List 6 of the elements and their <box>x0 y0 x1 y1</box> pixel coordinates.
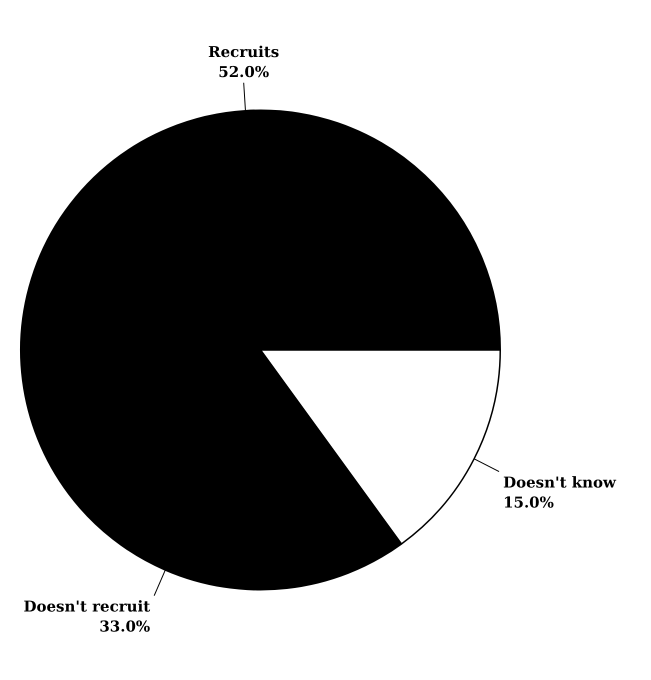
slice-label: Recruits <box>208 42 280 61</box>
data-label: 15.0% <box>503 494 554 512</box>
slice-label: Doesn't know <box>503 474 618 492</box>
data-label: 33.0% <box>99 618 150 636</box>
data-label: 52.0% <box>218 62 270 81</box>
slice-label: Doesn't recruit <box>23 598 150 616</box>
